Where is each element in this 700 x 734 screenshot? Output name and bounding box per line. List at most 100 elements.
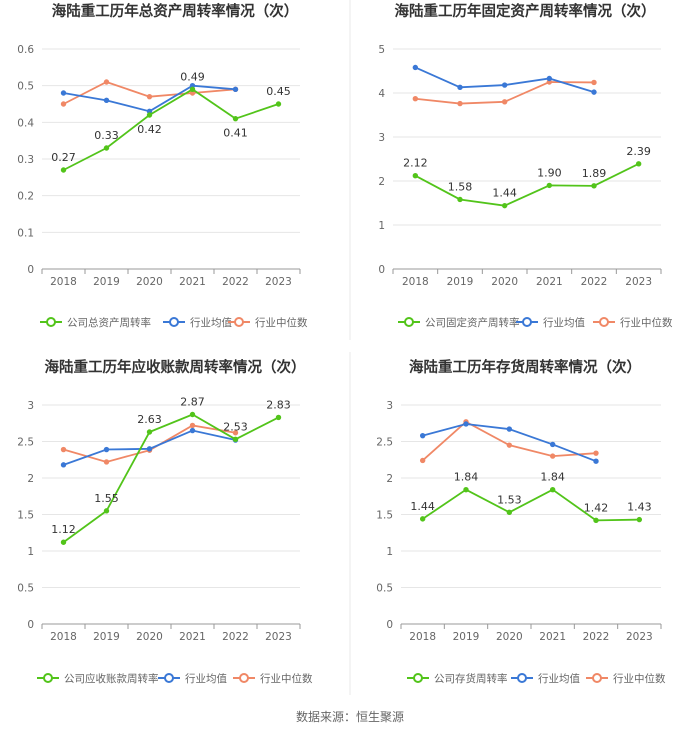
data-point-company: [60, 167, 67, 173]
chart-title: 海陆重工历年总资产周转率情况（次）: [52, 2, 299, 20]
data-label: 1.12: [51, 523, 76, 536]
data-point-industry_median: [457, 100, 463, 107]
x-tick-label: 2018: [50, 631, 77, 643]
legend-item-industry_avg[interactable]: 行业均值: [158, 672, 227, 685]
chart-panel-2: 海陆重工历年固定资产周转率情况（次） 0 1 2 3 4 5 2018 2019 2020 2021…: [378, 2, 673, 329]
data-point-industry_median: [60, 446, 67, 453]
data-point-company: [546, 182, 553, 189]
legend-item-company[interactable]: 公司存货周转率: [407, 672, 508, 685]
x-tick-label: 2022: [581, 276, 608, 288]
x-tick-label: 2023: [625, 276, 652, 288]
data-label: 1.55: [94, 492, 119, 505]
data-point-company: [146, 112, 153, 118]
data-point-company: [60, 539, 67, 545]
legend-marker: [413, 673, 423, 683]
y-tick-label: 0.2: [17, 191, 34, 203]
data-point-industry_median: [103, 79, 110, 85]
y-tick-label: 3: [27, 400, 34, 412]
data-point-company: [463, 486, 469, 493]
chart-panel-1: 海陆重工历年总资产周转率情况（次） 0 0.1 0.2 0.3 0.4 0.5 0.6 2018…: [17, 2, 308, 329]
legend-label: 行业均值: [190, 316, 232, 329]
y-tick-label: 0: [27, 264, 34, 276]
legend-marker: [46, 317, 56, 327]
data-label: 0.49: [180, 70, 205, 83]
legend-item-industry_avg[interactable]: 行业均值: [163, 316, 232, 329]
y-tick-label: 3: [386, 400, 393, 412]
legend-item-company[interactable]: 公司总资产周转率: [40, 316, 151, 329]
x-tick-label: 2021: [539, 631, 566, 643]
data-point-company: [635, 161, 642, 167]
legend-label: 公司存货周转率: [434, 672, 508, 685]
legend-label: 行业中位数: [255, 316, 308, 329]
y-tick-label: 1: [27, 546, 34, 558]
data-point-industry_avg: [463, 421, 469, 427]
data-label: 1.58: [448, 180, 473, 193]
data-label: 2.39: [626, 145, 651, 158]
y-tick-label: 2.5: [17, 437, 34, 449]
legend-label: 行业中位数: [620, 316, 673, 329]
x-tick-label: 2019: [453, 631, 480, 643]
data-point-industry_median: [506, 442, 513, 448]
legend-marker: [517, 673, 527, 683]
data-point-company: [593, 517, 599, 524]
data-label: 2.12: [403, 157, 428, 170]
legend-marker: [43, 673, 53, 683]
legend-item-industry_median[interactable]: 行业中位数: [228, 316, 308, 329]
y-tick-label: 5: [378, 44, 385, 56]
y-tick-label: 1.5: [376, 510, 393, 522]
legend-item-company[interactable]: 公司固定资产周转率: [398, 316, 520, 329]
data-label: 0.27: [51, 151, 76, 164]
y-tick-label: 0: [386, 619, 393, 631]
data-label: 0.42: [137, 123, 162, 136]
legend-item-industry_median[interactable]: 行业中位数: [586, 672, 666, 685]
x-tick-label: 2020: [136, 631, 163, 643]
legend-marker: [599, 317, 609, 327]
data-point-company: [189, 86, 196, 93]
data-label: 0.45: [266, 85, 291, 98]
data-point-industry_avg: [546, 75, 553, 82]
data-label: 1.84: [540, 471, 565, 484]
data-point-company: [636, 516, 643, 523]
data-point-company: [275, 101, 282, 107]
y-tick-label: 0: [27, 619, 34, 631]
series-line-company: [414, 163, 640, 207]
data-point-industry_avg: [419, 432, 426, 439]
data-point-industry_median: [146, 93, 153, 100]
chart-title: 海陆重工历年固定资产周转率情况（次）: [395, 2, 656, 20]
x-tick-label: 2018: [50, 276, 77, 288]
x-tick-label: 2021: [179, 631, 206, 643]
data-point-industry_median: [232, 430, 239, 436]
x-tick-label: 2019: [447, 276, 474, 288]
legend-marker: [592, 673, 602, 683]
legend-marker: [239, 673, 249, 683]
series-line-company: [422, 488, 640, 522]
legend-label: 公司固定资产周转率: [425, 316, 520, 329]
series-line-company: [62, 413, 279, 543]
y-tick-label: 2: [378, 176, 385, 188]
data-label: 2.87: [180, 395, 205, 408]
series-line-industry_avg: [414, 66, 595, 93]
data-point-company: [232, 115, 239, 122]
data-point-company: [189, 411, 196, 418]
legend-label: 行业中位数: [260, 672, 313, 685]
data-point-industry_median: [103, 459, 110, 465]
legend-item-industry_avg[interactable]: 行业均值: [511, 672, 580, 685]
x-tick-label: 2019: [93, 276, 120, 288]
data-point-industry_avg: [593, 458, 599, 464]
y-tick-label: 3: [378, 132, 385, 144]
y-tick-label: 2: [27, 473, 34, 485]
legend-label: 行业均值: [538, 672, 580, 685]
legend-label: 公司应收账款周转率: [64, 672, 159, 685]
x-tick-label: 2022: [222, 276, 249, 288]
data-point-industry_avg: [60, 90, 67, 96]
data-label: 1.90: [537, 166, 562, 179]
data-label: 1.84: [454, 471, 479, 484]
data-point-company: [549, 486, 556, 493]
legend-item-industry_median[interactable]: 行业中位数: [233, 672, 313, 685]
legend-item-industry_avg[interactable]: 行业均值: [516, 316, 585, 329]
legend-item-industry_median[interactable]: 行业中位数: [593, 316, 673, 329]
data-label: 1.89: [582, 167, 607, 180]
data-point-industry_median: [412, 96, 419, 102]
legend-item-company[interactable]: 公司应收账款周转率: [37, 672, 159, 685]
